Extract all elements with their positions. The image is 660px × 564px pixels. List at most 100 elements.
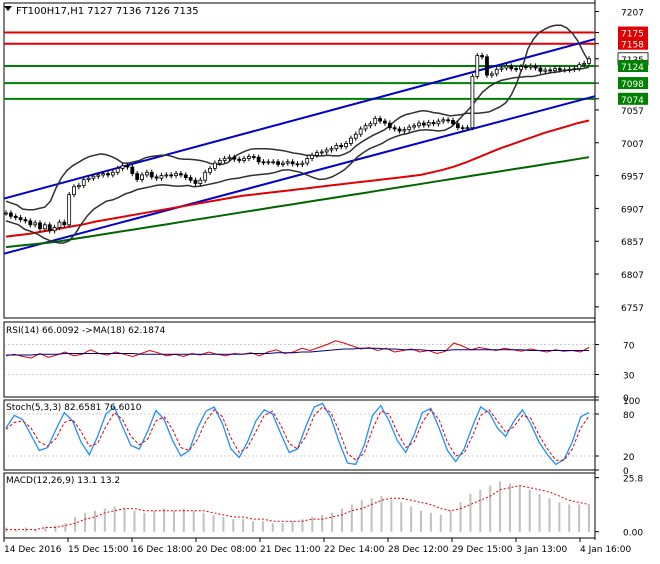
time-tick-label: 21 Dec 11:00 — [260, 545, 321, 555]
candle-body — [8, 212, 13, 217]
candle-body — [42, 224, 47, 230]
candle-body — [217, 160, 222, 164]
candle-body — [159, 175, 164, 179]
candle-body — [125, 165, 130, 168]
candle-body — [567, 68, 572, 71]
candle-body — [276, 161, 280, 165]
candle-body — [417, 122, 421, 127]
candle-body — [91, 175, 96, 179]
rsi-label: RSI(14) 66.0092 ->MA(18) 62.1874 — [6, 326, 166, 336]
ma-green-line — [5, 156, 590, 249]
candle-body — [310, 154, 314, 159]
candle-body — [106, 173, 110, 176]
candle-body — [562, 69, 567, 72]
candle-body — [300, 162, 305, 165]
candle-body — [397, 128, 402, 132]
candle-body — [412, 125, 417, 128]
price-panel[interactable] — [3, 24, 596, 255]
time-tick-label: 16 Dec 18:00 — [132, 545, 193, 555]
candle-body — [407, 126, 412, 131]
price-level-box — [618, 60, 648, 72]
stoch-tick-label: 80 — [623, 411, 635, 421]
time-tick-label: 28 Dec 12:00 — [388, 545, 449, 555]
candle-body — [509, 65, 514, 70]
candle-body — [295, 163, 300, 166]
candle-body — [256, 156, 261, 163]
candle-body — [67, 194, 72, 226]
candle-body — [232, 156, 237, 160]
ma-red-line — [5, 119, 590, 238]
candle-body — [222, 158, 227, 161]
candle-body — [203, 171, 208, 181]
axes: 7207717571587135712470987074705770076957… — [3, 9, 649, 555]
candle-body — [23, 219, 28, 222]
candle-body — [135, 173, 140, 180]
candle-body — [451, 120, 455, 125]
candle-body — [178, 173, 183, 176]
candle-body — [47, 224, 52, 232]
candle-body — [475, 55, 480, 77]
price-level-box — [618, 37, 648, 50]
stoch-tick-label: 0 — [623, 467, 629, 477]
candle-body — [514, 68, 519, 71]
candle-body — [460, 127, 465, 130]
candle-body — [538, 67, 543, 72]
price-level-label: 7098 — [621, 80, 644, 90]
candle-body — [174, 173, 178, 176]
candle-body — [572, 68, 577, 71]
price-level-label: 7175 — [621, 30, 644, 40]
candle-body — [81, 179, 86, 186]
candle-body — [315, 152, 319, 156]
candle-body — [329, 148, 334, 151]
price-tick-label: 6857 — [621, 238, 644, 248]
candle-body — [548, 69, 553, 72]
candle-body — [494, 68, 499, 75]
price-panel-frame — [3, 2, 596, 319]
macd-panel[interactable] — [5, 481, 590, 532]
price-tick-label: 6757 — [621, 304, 644, 314]
candle-body — [72, 186, 76, 196]
candle-body — [426, 122, 431, 126]
candle-body — [582, 62, 587, 66]
candle-body — [86, 177, 91, 180]
candle-body — [188, 177, 193, 181]
candle-body — [499, 67, 504, 70]
price-level-label: 7124 — [621, 63, 644, 73]
candle-body — [183, 174, 188, 178]
candle-body — [339, 145, 344, 148]
candle-body — [28, 220, 33, 226]
candle-body — [324, 149, 329, 153]
candle-body — [533, 65, 538, 69]
candle-body — [446, 119, 451, 122]
rsi-panel[interactable] — [4, 340, 595, 375]
candle-body — [281, 162, 285, 165]
stochastic-panel[interactable] — [4, 402, 595, 466]
channel-line-2 — [3, 95, 596, 255]
candle-body — [62, 221, 67, 226]
stoch-main-line — [5, 402, 590, 466]
candle-body — [266, 161, 271, 164]
candle-body — [261, 161, 266, 164]
candle-body — [227, 156, 232, 159]
macd-label: MACD(12,26,9) 13.1 13.2 — [6, 476, 120, 486]
price-level-label: 7158 — [621, 41, 644, 51]
candle-body — [455, 123, 460, 129]
bollinger-lower — [5, 66, 590, 244]
candle-body — [140, 174, 144, 180]
candle-body — [57, 221, 62, 228]
candle-body — [76, 185, 81, 188]
candle-body — [465, 127, 470, 130]
candle-body — [470, 76, 475, 129]
price-tick-label: 6807 — [621, 271, 644, 281]
candle-body — [130, 166, 135, 175]
candle-body — [52, 227, 57, 232]
stoch-label: Stoch(5,3,3) 82.6581 76.6010 — [6, 403, 142, 413]
candle-body — [431, 122, 436, 125]
price-tick-label: 7207 — [621, 9, 644, 19]
candle-body — [353, 133, 358, 139]
candle-body — [349, 137, 353, 144]
chart-menu-icon[interactable] — [4, 6, 12, 11]
panel-frames — [3, 0, 596, 540]
